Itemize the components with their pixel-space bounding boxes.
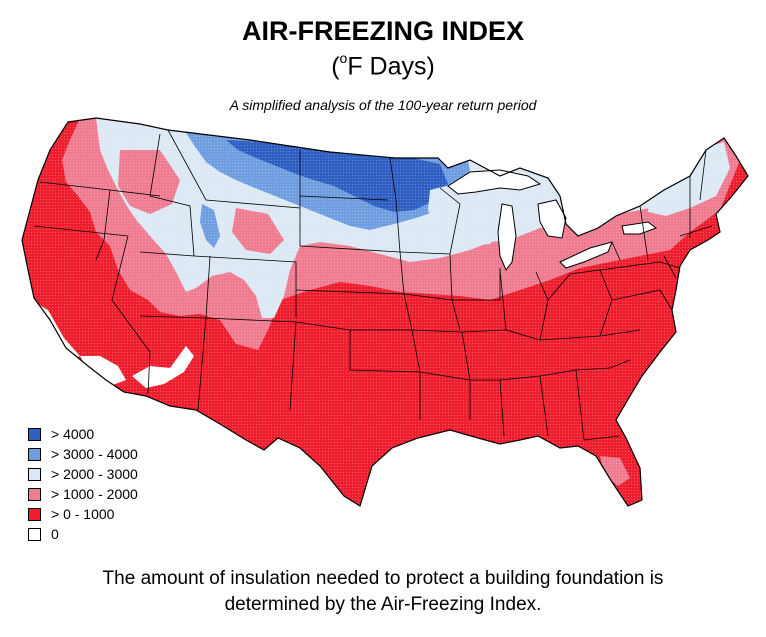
legend-swatch: [28, 487, 41, 501]
map-units: (oF Days): [0, 50, 766, 81]
caption-line-2: determined by the Air-Freezing Index.: [224, 594, 542, 615]
map-caption: The amount of insulation needed to prote…: [0, 566, 766, 618]
great-lakes: [447, 169, 658, 271]
legend-label: > 1000 - 2000: [51, 486, 138, 502]
lake-huron: [537, 199, 567, 239]
legend-swatch: [28, 507, 41, 521]
lake-erie: [559, 241, 613, 269]
legend-swatch: [28, 527, 41, 541]
legend-label: 0: [51, 526, 59, 542]
legend-item: > 0 - 1000: [28, 504, 138, 524]
lake-superior: [447, 169, 542, 195]
state-borders: [33, 129, 713, 441]
legend-swatch: [28, 427, 41, 441]
lake-ontario: [621, 221, 658, 235]
units-degree: o: [339, 50, 348, 66]
units-open: (: [331, 52, 340, 81]
legend-label: > 3000 - 4000: [51, 446, 138, 462]
legend-label: > 0 - 1000: [51, 506, 115, 522]
caption-line-1: The amount of insulation needed to prote…: [102, 568, 664, 589]
legend-item: 0: [28, 524, 138, 544]
map-legend: > 4000 > 3000 - 4000 > 2000 - 3000 > 1000 -…: [28, 424, 138, 544]
legend-item: > 1000 - 2000: [28, 484, 138, 504]
us-outline: [21, 117, 749, 507]
legend-label: > 2000 - 3000: [51, 466, 138, 482]
legend-label: > 4000: [51, 426, 95, 442]
legend-swatch: [28, 467, 41, 481]
legend-swatch: [28, 447, 41, 461]
units-text: F Days): [347, 52, 435, 81]
map-subtitle: A simplified analysis of the 100-year re…: [229, 97, 537, 113]
map-title: AIR-FREEZING INDEX: [241, 16, 524, 46]
legend-item: > 3000 - 4000: [28, 444, 138, 464]
legend-item: > 4000: [28, 424, 138, 444]
legend-item: > 2000 - 3000: [28, 464, 138, 484]
lake-michigan: [497, 203, 517, 271]
